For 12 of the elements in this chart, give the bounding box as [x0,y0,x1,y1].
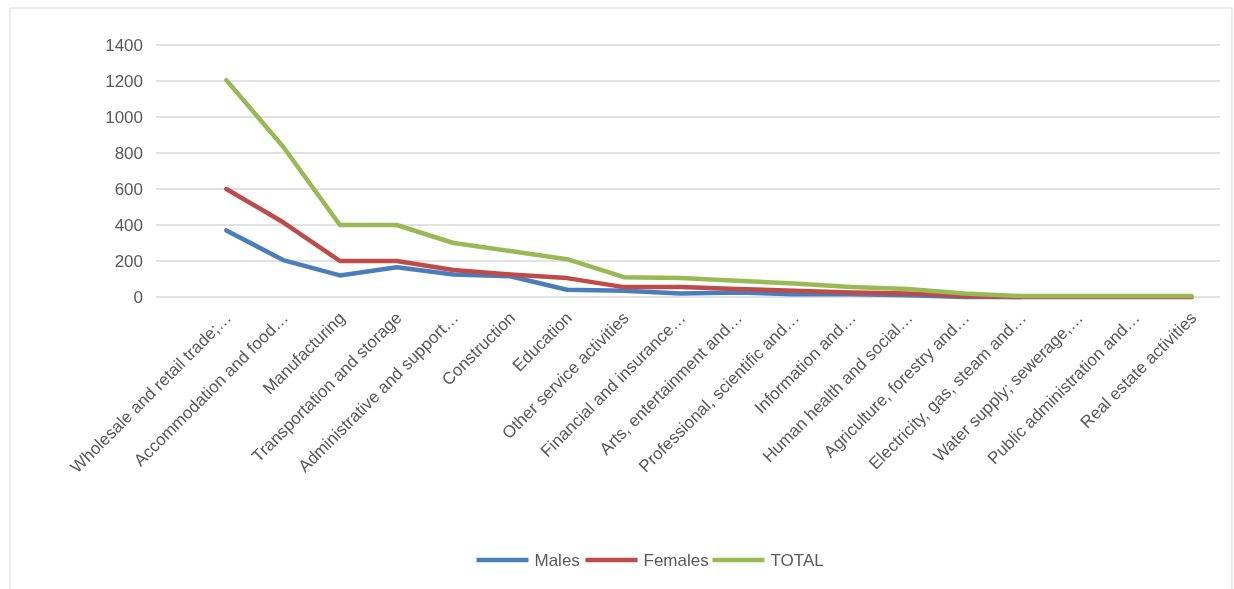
y-tick-label: 1000 [105,107,143,127]
legend-label: Females [643,550,709,570]
y-tick-label: 600 [114,179,143,199]
y-tick-label: 1400 [105,35,143,55]
line-series [224,77,1194,299]
legend-label: Males [534,550,580,570]
legend-label: TOTAL [770,550,824,570]
y-tick-label: 1200 [105,71,143,91]
y-tick-label: 200 [114,251,143,271]
y-tick-label: 800 [114,143,143,163]
y-tick-label: 400 [114,215,143,235]
y-tick-label: 0 [133,287,143,307]
